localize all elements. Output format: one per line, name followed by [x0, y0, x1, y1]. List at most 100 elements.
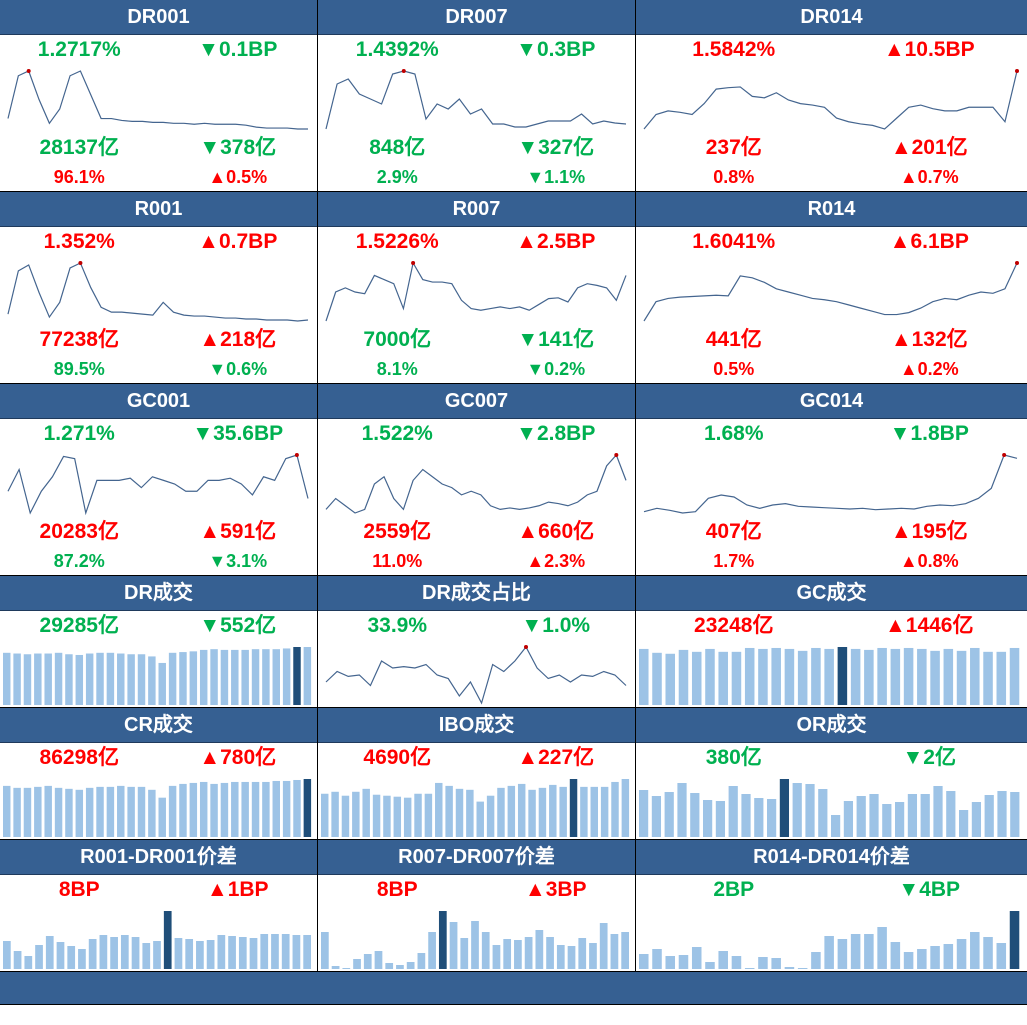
bar: [758, 648, 768, 705]
tile-title: R007-DR007价差: [318, 840, 635, 875]
bar: [890, 942, 901, 969]
bar: [917, 949, 927, 969]
bar: [856, 796, 866, 837]
bar: [272, 780, 280, 837]
bar: [45, 936, 54, 969]
stat-row: 1.352% ▲0.7BP: [0, 227, 317, 257]
stat-row: 2559亿 ▲660亿: [318, 517, 635, 547]
bar: [665, 956, 676, 969]
bar: [44, 785, 52, 837]
tile-cr-12: CR成交 86298亿 ▲780亿: [0, 708, 318, 839]
tile-row: R001-DR001价差 8BP ▲1BP R007-DR007价差 8BP ▲3BP R0…: [0, 840, 1027, 972]
stat-row: 11.0% ▲2.3%: [318, 547, 635, 575]
change-value: ▼1.8BP: [889, 422, 969, 445]
tile-ibo-13: IBO成交 4690亿 ▲227亿: [318, 708, 636, 839]
stat-row: 380亿 ▼2亿: [636, 743, 1027, 773]
tile-title: GC成交: [636, 576, 1027, 611]
bar: [303, 647, 312, 705]
change-value: ▲1446亿: [884, 614, 974, 637]
bar: [466, 789, 474, 837]
current-value: 29285亿: [39, 614, 119, 637]
stat-row: 1.522% ▼2.8BP: [318, 419, 635, 449]
series-line: [7, 70, 308, 130]
bar-chart: [3, 647, 312, 705]
bar: [372, 794, 381, 837]
sparkline-chart: [643, 69, 1019, 130]
series-line: [643, 70, 1018, 130]
current-value: 1.5842%: [692, 38, 776, 61]
bar-current: [293, 647, 301, 705]
stat-row: 407亿 ▲195亿: [636, 517, 1027, 547]
change-value: ▲6.1BP: [889, 230, 969, 253]
tile-row: CR成交 86298亿 ▲780亿 IBO成交 4690亿 ▲227亿 OR成交 380亿 ▼2…: [0, 708, 1027, 840]
bar: [110, 937, 118, 969]
stat-row: 77238亿 ▲218亿: [0, 325, 317, 355]
bar: [88, 939, 97, 969]
stat-row: 237亿 ▲201亿: [636, 133, 1027, 163]
current-value: 20283亿: [39, 520, 119, 543]
bar: [652, 949, 662, 969]
stat-row: 1.5226% ▲2.5BP: [318, 227, 635, 257]
bar: [106, 786, 115, 837]
bar: [744, 647, 755, 705]
bar: [528, 789, 536, 837]
bar: [718, 651, 728, 705]
bar: [718, 951, 728, 969]
peak-marker: [1002, 453, 1007, 457]
change-value: ▲1BP: [206, 878, 269, 901]
bar: [185, 939, 194, 969]
current-value: 33.9%: [367, 614, 428, 637]
bar: [35, 945, 43, 969]
bar: [403, 797, 412, 837]
current-value: 87.2%: [53, 551, 105, 571]
bar: [665, 653, 676, 705]
bar-chart: [3, 911, 311, 969]
tile-title: OR成交: [636, 708, 1027, 743]
bar: [106, 652, 115, 705]
change-value: ▼1.1%: [526, 167, 586, 187]
bar: [578, 938, 587, 969]
sparkline-chart: [7, 69, 308, 130]
current-value: 86298亿: [39, 746, 119, 769]
bar: [96, 652, 104, 705]
bar: [486, 795, 495, 837]
bar: [238, 937, 247, 969]
change-value: ▼0.6%: [208, 359, 268, 379]
bar: [943, 944, 954, 969]
stat-row: 1.7% ▲0.8%: [636, 547, 1027, 575]
bar: [784, 967, 795, 969]
change-value: ▲0.7%: [899, 167, 959, 187]
tile-gc001-6: GC001 1.271% ▼35.6BP 20283亿 ▲591亿 87.2% ▼3.1%: [0, 384, 318, 575]
change-value: ▲0.7BP: [198, 230, 278, 253]
bar: [435, 782, 443, 837]
bar: [639, 790, 649, 837]
stat-row: 441亿 ▲132亿: [636, 325, 1027, 355]
bar: [220, 649, 229, 705]
tile-gc007-7: GC007 1.522% ▼2.8BP 2559亿 ▲660亿 11.0% ▲2.3%: [318, 384, 636, 575]
bar: [179, 783, 187, 837]
bar: [179, 652, 187, 705]
bar: [282, 780, 291, 837]
series-line: [7, 262, 309, 322]
tile-title: DR001: [0, 0, 317, 35]
bar: [158, 662, 166, 705]
bar-chart: [639, 779, 1020, 837]
change-value: ▼327亿: [517, 136, 595, 159]
bar: [99, 935, 108, 969]
bar: [792, 783, 802, 837]
bar: [34, 786, 42, 837]
bar: [281, 934, 290, 969]
change-value: ▼2亿: [902, 746, 956, 769]
peak-marker: [78, 261, 83, 265]
bar: [206, 940, 215, 969]
bar: [824, 936, 834, 969]
tile-dr007-1: DR007 1.4392% ▼0.3BP 848亿 ▼327亿 2.9% ▼1.1%: [318, 0, 636, 191]
current-value: 1.2717%: [37, 38, 121, 61]
bar: [549, 784, 557, 837]
sparkline-chart: [325, 645, 627, 705]
current-value: 1.271%: [43, 422, 115, 445]
bar: [44, 653, 52, 705]
tile-title: R001: [0, 192, 317, 227]
tile-dr-10: DR成交占比 33.9% ▼1.0%: [318, 576, 636, 707]
tile-r007-4: R007 1.5226% ▲2.5BP 7000亿 ▼141亿 8.1% ▼0.2%: [318, 192, 636, 383]
